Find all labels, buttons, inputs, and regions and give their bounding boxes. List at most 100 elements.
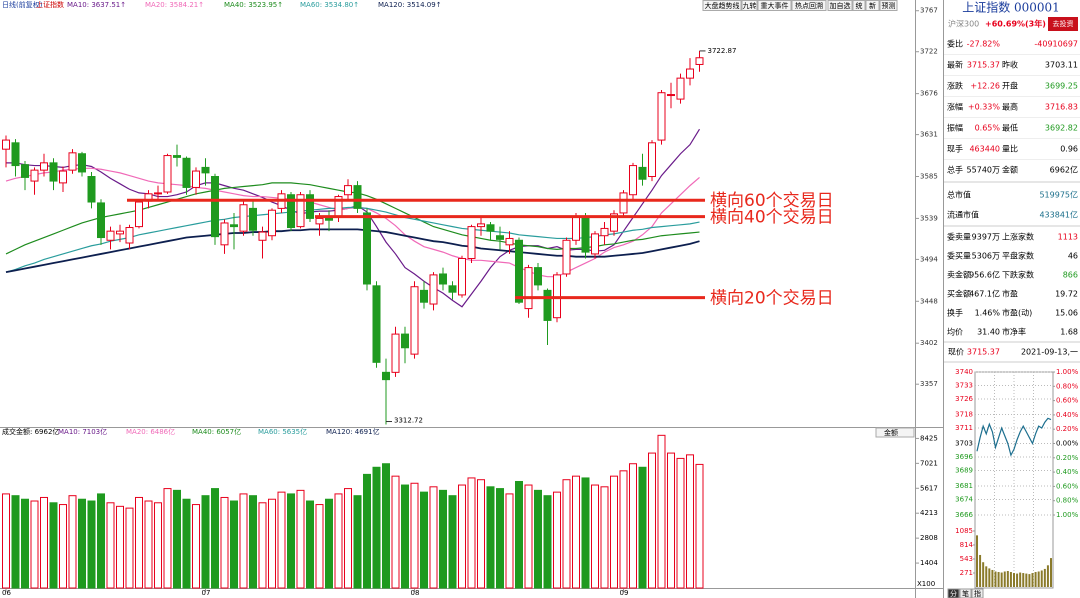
volume-bar [562, 479, 571, 589]
volume-bar [192, 504, 200, 589]
toolbar-button[interactable] [865, 0, 880, 11]
mini-y2-tick-label: 0.40% [1056, 468, 1079, 476]
y-tick-label: 3722 [920, 48, 938, 56]
candle-body [287, 194, 295, 229]
y-tick-label: 5617 [920, 484, 938, 492]
invest-button[interactable] [1048, 17, 1078, 31]
volume-bar [591, 484, 599, 589]
toolbar-button[interactable] [827, 0, 853, 11]
candle-body [239, 204, 248, 232]
toolbar-button-label[interactable]: 统 [856, 1, 863, 10]
mini-y2-tick-label: 1.00% [1056, 368, 1079, 376]
volume-bar [505, 493, 514, 589]
volume-bar [144, 500, 153, 589]
toolbar-button[interactable] [757, 0, 792, 11]
toolbar-button[interactable] [702, 0, 742, 11]
volume-bar [325, 498, 333, 589]
volume-bar [610, 475, 618, 589]
quote-value: 0.96 [1060, 145, 1078, 154]
moving-average-line [5, 228, 700, 274]
volume-bar [220, 496, 229, 589]
volume-bar [40, 496, 48, 589]
candle-body [410, 286, 419, 355]
quote-label: 最低 [1002, 123, 1018, 133]
chart-tab[interactable] [959, 588, 972, 598]
chart-tab-label[interactable]: 笔 [962, 589, 969, 598]
quote-value: 31.40 [977, 328, 1000, 337]
mini-y-tick-label: 3726 [955, 395, 973, 403]
toolbar-button-label[interactable]: 预测 [882, 1, 896, 10]
chart-tab-label[interactable]: 指 [974, 589, 981, 598]
mini-y-tick-label: 3696 [955, 453, 973, 461]
candle-body [59, 170, 67, 184]
amount-button-label[interactable]: 金额 [884, 428, 898, 437]
toolbar-button-label[interactable]: 加自选 [830, 1, 851, 10]
quote-label: 委比 [947, 39, 963, 49]
mini-volume-tick-label: 543 [960, 555, 973, 563]
quote-value: 3699.25 [1045, 82, 1078, 91]
mini-y2-tick-label: 0.20% [1056, 425, 1079, 433]
volume-bar [116, 505, 124, 589]
candle-body [220, 222, 229, 246]
volume-legend-entry: MA60: 5635亿 [258, 427, 307, 436]
toolbar-button-label[interactable]: 热点回溯 [795, 1, 823, 10]
candle-body [648, 142, 656, 178]
volume-bar [68, 495, 77, 589]
x-tick-label: 09 [620, 589, 629, 597]
hs300-label: 沪深300 [948, 19, 979, 29]
volume-bar [657, 434, 666, 589]
chart-tab[interactable] [971, 588, 984, 598]
invest-button-label[interactable]: 去投资 [1053, 19, 1074, 28]
volume-bar [543, 495, 552, 589]
toolbar-button[interactable] [852, 0, 866, 11]
candle-body [201, 166, 210, 174]
volume-bar [410, 482, 419, 589]
candle-body [30, 169, 39, 182]
y-tick-label: 1404 [920, 559, 938, 567]
volume-bar [268, 498, 276, 589]
candle-body [401, 333, 409, 349]
mini-y2-tick-label: 0.60% [1056, 397, 1079, 405]
quote-label: 昨收 [1002, 60, 1018, 70]
volume-bar [11, 495, 20, 589]
amount-button[interactable] [875, 427, 915, 438]
toolbar-button-label[interactable]: 大盘趋势线 [705, 1, 740, 10]
chart-tab[interactable] [947, 588, 960, 598]
candle-body [2, 139, 10, 150]
toolbar-button[interactable] [879, 0, 898, 11]
candle-body [40, 162, 48, 171]
quote-label: 最高 [1002, 102, 1018, 112]
toolbar-button-label[interactable]: 重大事件 [761, 1, 789, 10]
volume-bar [638, 466, 647, 589]
price-value: 3715.37 [967, 348, 1000, 357]
candle-body [249, 207, 257, 231]
toolbar-button[interactable] [741, 0, 758, 11]
y-tick-label: 2808 [920, 534, 938, 542]
quote-label: 委买量 [947, 251, 971, 261]
volume-bar [30, 500, 39, 589]
volume-bar [448, 495, 457, 589]
candle-body [344, 185, 352, 196]
quote-value: 3716.83 [1045, 103, 1078, 112]
chart-tab-label[interactable]: 分 [950, 589, 957, 598]
toolbar-button[interactable] [791, 0, 827, 11]
toolbar-button-label[interactable]: 新 [869, 1, 876, 10]
quote-value: 3703.11 [1045, 61, 1078, 70]
legend-entry: MA120: 3514.09↑ [378, 1, 442, 9]
volume-bar [572, 475, 580, 589]
volume-bar [515, 480, 523, 589]
volume-bar [106, 502, 115, 589]
candle-body [391, 333, 400, 373]
volume-bar [391, 475, 400, 589]
quote-label: 市净率 [1002, 327, 1026, 337]
y-tick-label: 3539 [920, 214, 938, 222]
volume-bar [239, 493, 248, 589]
quote-label: 涨跌 [947, 81, 963, 91]
mini-y-tick-label: 3681 [955, 482, 973, 490]
hs300-change: +60.69%(3年) [985, 19, 1046, 29]
price-date: 2021-09-13,一 [1021, 348, 1078, 357]
candle-body [496, 235, 504, 240]
toolbar-button-label[interactable]: 九转 [743, 1, 757, 10]
quote-value: +0.33% [968, 103, 1001, 112]
volume-bar [524, 484, 533, 589]
